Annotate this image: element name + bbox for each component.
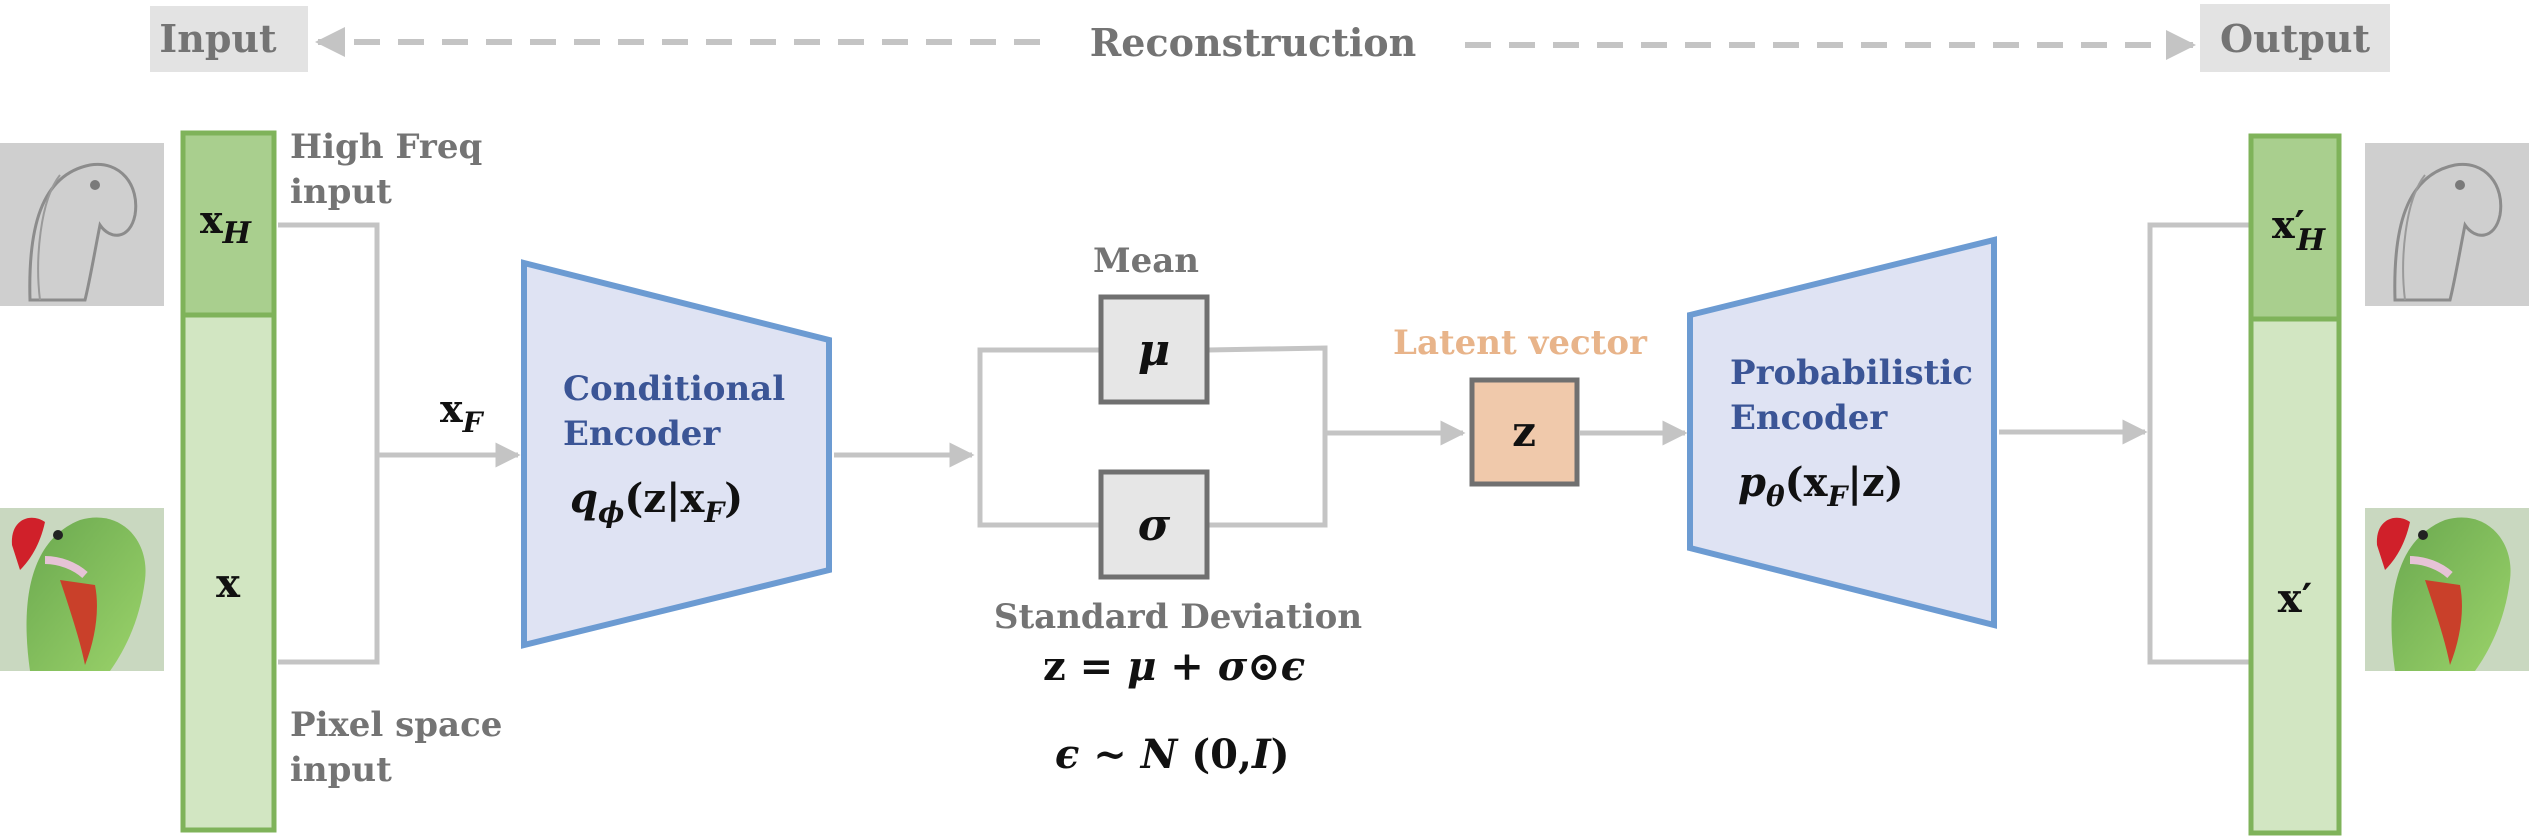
xH-prime-symbol: x′H (2272, 202, 2327, 258)
input-header-box (150, 6, 308, 72)
header: Input Reconstruction Output (150, 4, 2390, 72)
conditional-encoder-shape (521, 259, 832, 649)
output-split-wires (1999, 222, 2250, 665)
conditional-encoder-label-line1: Conditional (563, 369, 785, 409)
xF-symbol: xF (440, 386, 485, 439)
high-freq-output-image (2365, 143, 2529, 306)
pixel-space-label-line2: input (290, 750, 392, 790)
probabilistic-encoder-label-line1: Probabilistic (1730, 353, 1973, 393)
latent-z-box (1469, 377, 1580, 487)
high-freq-label-line2: input (290, 172, 392, 212)
conditional-encoder-label-line2: Encoder (563, 414, 721, 454)
input-stack: xH x (180, 130, 277, 833)
xH-symbol: xH (200, 197, 253, 251)
input-combine-wires (278, 222, 521, 665)
output-stack: x′H x′ (2248, 133, 2342, 836)
mu-box (1098, 294, 1210, 405)
output-x-prime-block (2248, 316, 2342, 836)
z-symbol: z (1512, 407, 1536, 456)
mean-label: Mean (1093, 241, 1199, 281)
output-header-box (2200, 4, 2390, 72)
input-xH-block (180, 130, 277, 318)
conditional-encoder: Conditional Encoder qϕ(z|xF) (521, 259, 832, 649)
encoder-to-stats-wires (834, 345, 1466, 528)
standard-deviation-label: Standard Deviation (994, 597, 1362, 637)
pixel-space-input-image (0, 508, 164, 671)
x-prime-symbol: x′ (2278, 575, 2312, 622)
probabilistic-encoder-shape (1687, 236, 1997, 629)
reparameterization-equation: z = μ + σ⊙ϵ (1043, 643, 1305, 690)
pixel-space-output-image (2365, 508, 2529, 671)
input-header-label: Input (159, 16, 277, 61)
sigma-box (1098, 469, 1210, 580)
noise-distribution-equation: ϵ ~ N (0,I) (1055, 731, 1290, 778)
high-freq-input-image (0, 143, 164, 306)
reconstruction-label: Reconstruction (1090, 20, 1417, 65)
probabilistic-encoder: Probabilistic Encoder pθ(xF|z) (1687, 236, 1997, 629)
mu-symbol: μ (1138, 325, 1170, 376)
x-symbol: x (216, 560, 241, 607)
sigma-symbol: σ (1138, 500, 1171, 551)
probabilistic-encoder-formula: pθ(xF|z) (1738, 459, 1904, 513)
latent-vector-label: Latent vector (1393, 323, 1648, 363)
pixel-space-label-line1: Pixel space (290, 705, 502, 745)
high-freq-label-line1: High Freq (290, 127, 482, 167)
input-x-block (180, 312, 277, 833)
conditional-encoder-formula: qϕ(z|xF) (570, 475, 743, 529)
probabilistic-encoder-label-line2: Encoder (1730, 398, 1888, 438)
output-header-label: Output (2220, 16, 2370, 61)
